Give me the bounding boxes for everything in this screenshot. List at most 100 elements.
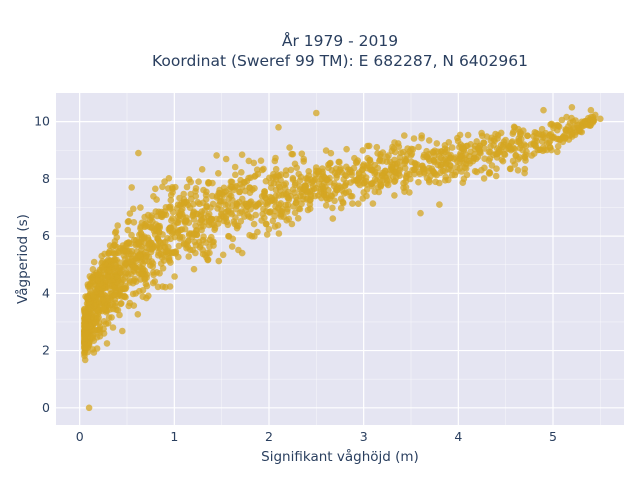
data-point <box>167 191 175 199</box>
data-point <box>480 175 488 182</box>
data-point <box>145 258 152 265</box>
data-point <box>391 192 398 199</box>
data-point <box>250 220 258 228</box>
x-tick-label: 1 <box>170 429 178 444</box>
data-point <box>423 147 430 155</box>
data-point <box>408 158 415 166</box>
data-point <box>331 197 338 205</box>
data-point <box>555 135 563 143</box>
data-point <box>119 327 126 335</box>
data-point <box>425 137 433 144</box>
data-point <box>127 258 135 265</box>
data-point <box>200 233 207 240</box>
data-point <box>150 269 157 276</box>
x-axis-ticks: 0 1 2 3 4 5 <box>76 429 557 444</box>
data-point <box>445 165 452 173</box>
data-point <box>509 138 516 145</box>
data-point <box>111 284 119 292</box>
data-point <box>175 210 183 217</box>
y-tick-label: 8 <box>42 171 50 186</box>
data-point <box>300 185 308 193</box>
data-point <box>507 165 514 173</box>
data-point <box>542 129 550 137</box>
data-point <box>478 129 485 137</box>
data-point <box>198 166 206 173</box>
data-point <box>115 249 122 257</box>
data-point <box>205 179 212 186</box>
y-axis-ticks: 0 2 4 6 8 10 <box>34 114 50 415</box>
y-tick-label: 0 <box>42 400 50 415</box>
data-point <box>347 166 354 174</box>
data-point <box>226 191 233 198</box>
data-point <box>327 159 334 167</box>
chart-title-line2: Koordinat (Sweref 99 TM): E 682287, N 64… <box>152 52 528 70</box>
data-point <box>322 194 330 202</box>
data-point <box>528 152 535 159</box>
data-points <box>81 104 604 412</box>
data-point <box>318 194 325 202</box>
data-point <box>180 239 188 247</box>
data-point <box>95 307 102 314</box>
data-point <box>410 135 418 142</box>
data-point <box>550 124 557 132</box>
data-point <box>355 174 363 182</box>
data-point <box>99 258 106 265</box>
data-point <box>83 294 91 301</box>
x-tick-label: 0 <box>76 429 84 444</box>
data-point <box>121 274 129 281</box>
data-point <box>124 218 132 226</box>
data-point <box>313 109 320 117</box>
data-point <box>406 189 413 196</box>
data-point <box>261 214 268 222</box>
data-point <box>282 180 290 187</box>
data-point <box>139 293 147 301</box>
data-point <box>138 231 145 238</box>
data-point <box>515 155 522 163</box>
data-point <box>239 201 247 209</box>
data-point <box>180 190 187 198</box>
data-point <box>392 169 400 176</box>
data-point <box>198 226 205 234</box>
data-point <box>363 186 371 193</box>
chart-title-line1: År 1979 - 2019 <box>282 31 398 50</box>
data-point <box>510 144 517 152</box>
x-tick-label: 5 <box>549 429 557 444</box>
data-point <box>104 256 112 264</box>
y-tick-label: 4 <box>42 285 50 300</box>
data-point <box>272 165 280 173</box>
data-point <box>436 201 443 208</box>
data-point <box>89 277 97 284</box>
data-point <box>112 228 120 235</box>
data-point <box>388 164 396 171</box>
data-point <box>376 177 384 184</box>
data-point <box>229 235 237 243</box>
data-point <box>305 172 313 179</box>
data-point <box>142 280 150 288</box>
data-point <box>566 126 574 133</box>
data-point <box>386 158 394 166</box>
data-point <box>441 177 449 184</box>
data-point <box>92 319 99 327</box>
data-point <box>166 283 174 290</box>
data-point <box>470 155 478 162</box>
data-point <box>371 188 379 195</box>
data-point <box>548 146 555 154</box>
data-point <box>534 146 542 154</box>
data-point <box>92 288 100 295</box>
data-point <box>165 225 173 233</box>
data-point <box>554 148 561 156</box>
data-point <box>492 172 500 180</box>
data-point <box>121 261 129 269</box>
data-point <box>304 177 311 184</box>
data-point <box>399 148 407 156</box>
data-point <box>142 248 149 256</box>
data-point <box>91 302 98 310</box>
data-point <box>291 160 299 168</box>
data-point <box>371 176 379 183</box>
data-point <box>90 349 98 356</box>
data-point <box>356 181 364 189</box>
data-point <box>189 246 196 254</box>
data-point <box>213 194 221 201</box>
data-point <box>304 206 312 214</box>
data-point <box>249 186 256 193</box>
